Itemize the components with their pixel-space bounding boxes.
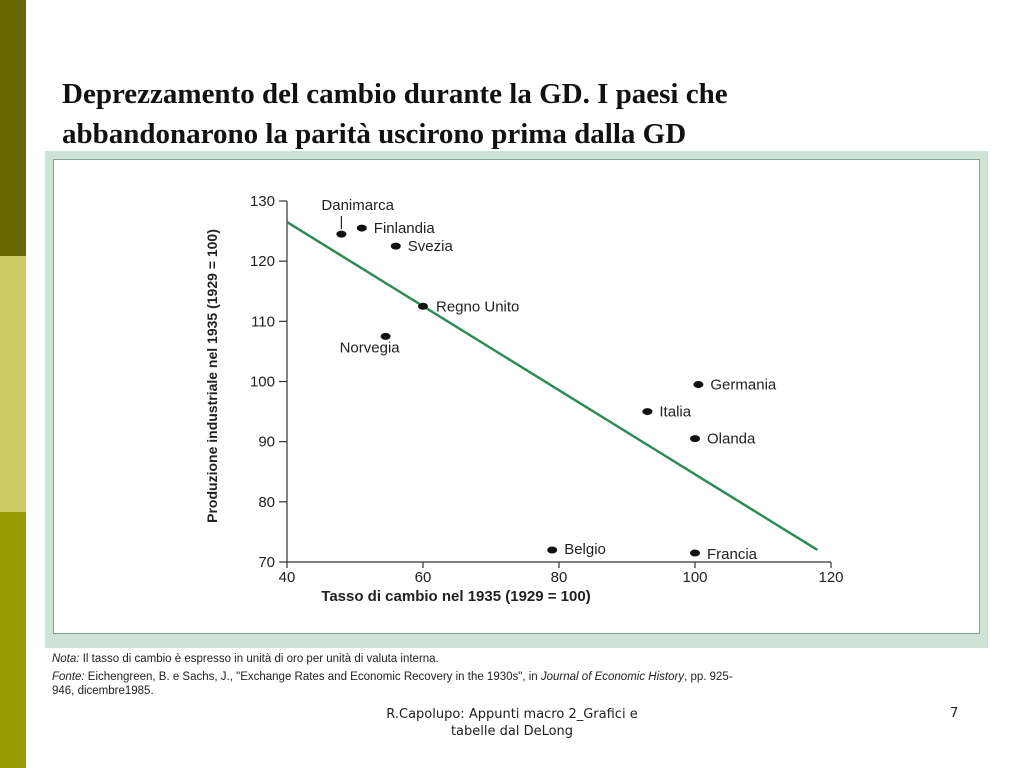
- data-label-svezia: Svezia: [408, 238, 454, 255]
- sidebar-bar-mid: [0, 512, 26, 768]
- x-tick-label: 80: [551, 569, 568, 586]
- y-tick-label: 110: [251, 313, 275, 330]
- chart-frame: 70 80 90 100 110 120 130 40 60 80 100 120 Danimarca…: [45, 151, 988, 648]
- note-label: Nota:: [52, 653, 80, 665]
- source-journal: Journal of Economic History: [540, 671, 685, 683]
- x-tick-label: 40: [279, 569, 296, 586]
- data-label-italia: Italia: [659, 404, 691, 421]
- x-axis-label: Tasso di cambio nel 1935 (1929 = 100): [321, 588, 590, 605]
- data-label-olanda: Olanda: [707, 431, 756, 448]
- y-axis-label: Produzione industriale nel 1935 (1929 = …: [204, 229, 220, 523]
- y-tick-label: 100: [250, 374, 275, 391]
- chart-axes: 70 80 90 100 110 120 130 40 60 80 100 120: [250, 193, 844, 586]
- slide-footer: R.Capolupo: Appunti macro 2_Grafici e ta…: [362, 706, 662, 740]
- footer-line2: tabelle dal DeLong: [450, 724, 574, 739]
- data-point-italia: [642, 408, 653, 416]
- trend-line-group: [286, 220, 819, 552]
- sidebar-bar-light: [0, 256, 26, 512]
- data-point-belgio: [547, 546, 558, 554]
- x-tick-label: 120: [818, 569, 843, 586]
- sidebar-bar-dark: [0, 0, 26, 256]
- note-line: Nota: Il tasso di cambio è espresso in u…: [52, 651, 439, 667]
- x-tick-label: 60: [415, 569, 432, 586]
- slide-title: Deprezzamento del cambio durante la GD. …: [62, 74, 962, 154]
- data-point-finlandia: [356, 224, 367, 232]
- data-label-norvegia: Norvegia: [340, 339, 401, 356]
- page-number: 7: [950, 706, 959, 721]
- slide-title-line2: abbandonarono la parità uscirono prima d…: [62, 118, 687, 150]
- data-point-germania: [693, 381, 704, 389]
- slide-title-line1: Deprezzamento del cambio durante la GD. …: [62, 78, 728, 110]
- y-tick-label: 90: [258, 434, 275, 451]
- data-label-regno-unito: Regno Unito: [436, 298, 519, 315]
- source-line-2: 946, dicembre1985.: [52, 683, 154, 699]
- data-label-finlandia: Finlandia: [374, 220, 436, 237]
- data-point-regno-unito: [418, 302, 428, 310]
- y-tick-label: 120: [250, 253, 275, 270]
- data-label-francia: Francia: [707, 546, 758, 563]
- source-line: Fonte: Eichengreen, B. e Sachs, J., "Exc…: [52, 669, 733, 685]
- footer-line1: R.Capolupo: Appunti macro 2_Grafici e: [386, 707, 638, 722]
- data-label-danimarca: Danimarca: [321, 197, 394, 214]
- source-text-3: 946, dicembre1985.: [52, 685, 154, 697]
- scatter-chart: 70 80 90 100 110 120 130 40 60 80 100 120 Danimarca…: [204, 193, 844, 605]
- chart-panel: 70 80 90 100 110 120 130 40 60 80 100 120 Danimarca…: [53, 159, 980, 634]
- data-point-norvegia: [380, 332, 391, 340]
- source-text-2: , pp. 925-: [684, 671, 733, 683]
- y-tick-label: 130: [250, 193, 275, 210]
- source-label: Fonte:: [52, 671, 85, 683]
- data-point-svezia: [390, 242, 401, 250]
- data-point-francia: [690, 549, 700, 557]
- data-point-danimarca: [336, 230, 347, 238]
- source-text-1: Eichengreen, B. e Sachs, J., "Exchange R…: [84, 671, 541, 683]
- data-point-olanda: [690, 435, 700, 443]
- trend-line: [286, 220, 819, 552]
- x-tick-label: 100: [682, 569, 707, 586]
- y-tick-label: 70: [258, 554, 275, 571]
- y-tick-label: 80: [258, 494, 275, 511]
- data-label-belgio: Belgio: [564, 541, 606, 558]
- note-text: Il tasso di cambio è espresso in unità d…: [79, 653, 439, 665]
- data-label-germania: Germania: [710, 377, 777, 394]
